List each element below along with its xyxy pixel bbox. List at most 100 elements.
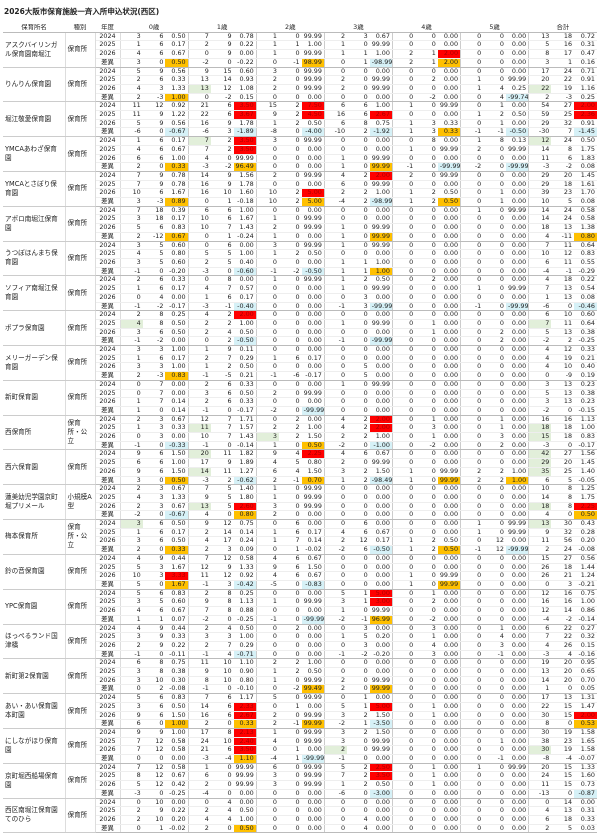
facility-type: 保育所	[65, 67, 96, 103]
count-cell: -6	[188, 127, 211, 138]
count-cell: 0	[483, 824, 506, 833]
count-cell: 1	[392, 571, 416, 581]
count-cell: 1	[120, 528, 143, 538]
ratio-cell: 0.67	[165, 415, 189, 425]
table-row: 差異 2 -12 0.67 0 1 -0.24 1 0 0.00 1 0 99.99 0 0 0.00 0 0 0.…	[3, 232, 597, 242]
page-title: 2026大阪市保育施設一斉入所申込状況(西区)	[4, 7, 160, 16]
count-cell: 1	[142, 824, 166, 833]
count-cell: 0	[256, 789, 279, 799]
count-cell: 0	[392, 406, 416, 416]
count-cell: 0	[415, 67, 438, 77]
ratio-cell: 0.31	[574, 806, 597, 816]
count-cell: 0	[278, 441, 302, 451]
count-cell: 0	[415, 737, 438, 747]
count-cell: 0	[278, 380, 302, 390]
count-cell: 0	[256, 589, 279, 599]
ratio-cell: 1.70	[574, 188, 597, 199]
ratio-cell: 0.21	[574, 354, 597, 364]
count-cell: 0	[347, 441, 370, 451]
count-cell: 2	[120, 232, 143, 242]
ratio-cell: 0.00	[369, 658, 393, 669]
count-cell: 11	[120, 101, 143, 112]
count-cell: -1	[188, 580, 211, 590]
count-cell: -2	[188, 58, 211, 68]
count-cell: 0	[483, 32, 506, 42]
facility-name: 堀江敬愛保育園	[3, 101, 66, 138]
ratio-cell: 1.00	[369, 101, 393, 112]
ratio-cell: 0.00	[505, 232, 530, 242]
year-cell: 2024	[95, 589, 121, 599]
ratio-cell: 0.78	[165, 171, 189, 181]
ratio-cell: 99.99	[301, 241, 325, 251]
facility-type: 保育所・公立	[65, 519, 96, 555]
facility-name: ほっぺるランド国津橋	[3, 624, 66, 660]
ratio-cell: 0.00	[369, 293, 393, 303]
count-cell: 0	[278, 641, 302, 651]
count-cell: 22	[528, 84, 552, 94]
count-cell: 13	[528, 519, 552, 529]
ratio-cell: 1.58	[574, 745, 597, 756]
count-cell: 0	[278, 75, 302, 85]
ratio-cell: 1.58	[574, 728, 597, 738]
count-cell: 0	[278, 780, 302, 790]
ratio-cell: 0.00	[505, 502, 530, 512]
count-cell: 7	[551, 127, 575, 138]
ratio-cell: -0.14	[233, 441, 257, 451]
ratio-cell: 1.50	[369, 711, 393, 721]
ratio-cell: 0.00	[437, 415, 462, 425]
count-cell: 0	[460, 249, 484, 259]
count-cell: 0	[483, 502, 506, 512]
ratio-cell: 0.17	[233, 293, 257, 303]
count-cell: 2	[188, 806, 211, 816]
ratio-cell: 2.50	[369, 763, 393, 773]
count-cell: 0	[278, 397, 302, 407]
count-cell: 0	[392, 824, 416, 833]
table-row: うつぼほんまち保育園 保育所 2024 3 5 0.60 0 6 0.00 3 0 99.99 1 0 99…	[3, 241, 597, 277]
ratio-cell: -3.50	[369, 719, 393, 729]
count-cell: 17	[188, 458, 211, 468]
ratio-cell: 0.00	[505, 815, 530, 825]
count-cell: 10	[528, 484, 552, 494]
count-cell: 0	[460, 484, 484, 494]
count-cell: 4	[324, 415, 348, 425]
table-row: 2025 4 6 0.67 7 2 3.50 0 0 0.00 0 0 0.00 1 0 99.99 2 0 99.…	[3, 145, 597, 155]
ratio-cell: 0.00	[165, 389, 189, 399]
ratio-cell: 0.00	[301, 345, 325, 355]
count-cell: 7	[528, 632, 552, 642]
ratio-cell: 0.00	[369, 493, 393, 503]
count-cell: 9	[210, 345, 234, 355]
ratio-cell: 0.64	[574, 241, 597, 251]
ratio-cell: 0.00	[437, 232, 462, 242]
count-cell: 6	[278, 354, 302, 364]
count-cell: 0	[483, 554, 506, 564]
table-row: 2025 3 5 0.60 9 8 1.13 1 0 99.99 3 1 3.00 0 2 0.00 0 0 0.0…	[3, 597, 597, 608]
count-cell: 1	[278, 702, 302, 712]
count-cell: 0	[483, 267, 506, 277]
count-cell: 2	[347, 188, 370, 199]
ratio-cell: -0.60	[233, 267, 257, 277]
count-cell: 1	[324, 267, 348, 277]
count-cell: 21	[188, 101, 211, 112]
count-cell: 1	[120, 406, 143, 416]
ratio-cell: -0.18	[233, 197, 257, 207]
count-cell: 11	[188, 571, 211, 581]
count-cell: 6	[142, 275, 166, 286]
count-cell: 0	[415, 180, 438, 190]
ratio-cell: 0.00	[301, 632, 325, 642]
count-cell: 1	[415, 589, 438, 599]
count-cell: 16	[188, 119, 211, 129]
count-cell: 1	[256, 667, 279, 677]
ratio-cell: 0.33	[437, 127, 462, 138]
count-cell: 6	[347, 110, 370, 120]
count-cell: 7	[188, 606, 211, 616]
count-cell: -3	[188, 302, 211, 312]
ratio-cell: 0.00	[165, 380, 189, 390]
ratio-cell: 0.00	[505, 824, 530, 833]
ratio-cell: 0.50	[437, 197, 462, 207]
count-cell: 0	[483, 606, 506, 616]
ratio-cell: 0.00	[505, 684, 530, 695]
count-cell: 13	[551, 293, 575, 303]
ratio-cell: 0.50	[301, 667, 325, 677]
ratio-cell: 1.00	[505, 467, 530, 477]
ratio-cell: -0.50	[301, 267, 325, 277]
